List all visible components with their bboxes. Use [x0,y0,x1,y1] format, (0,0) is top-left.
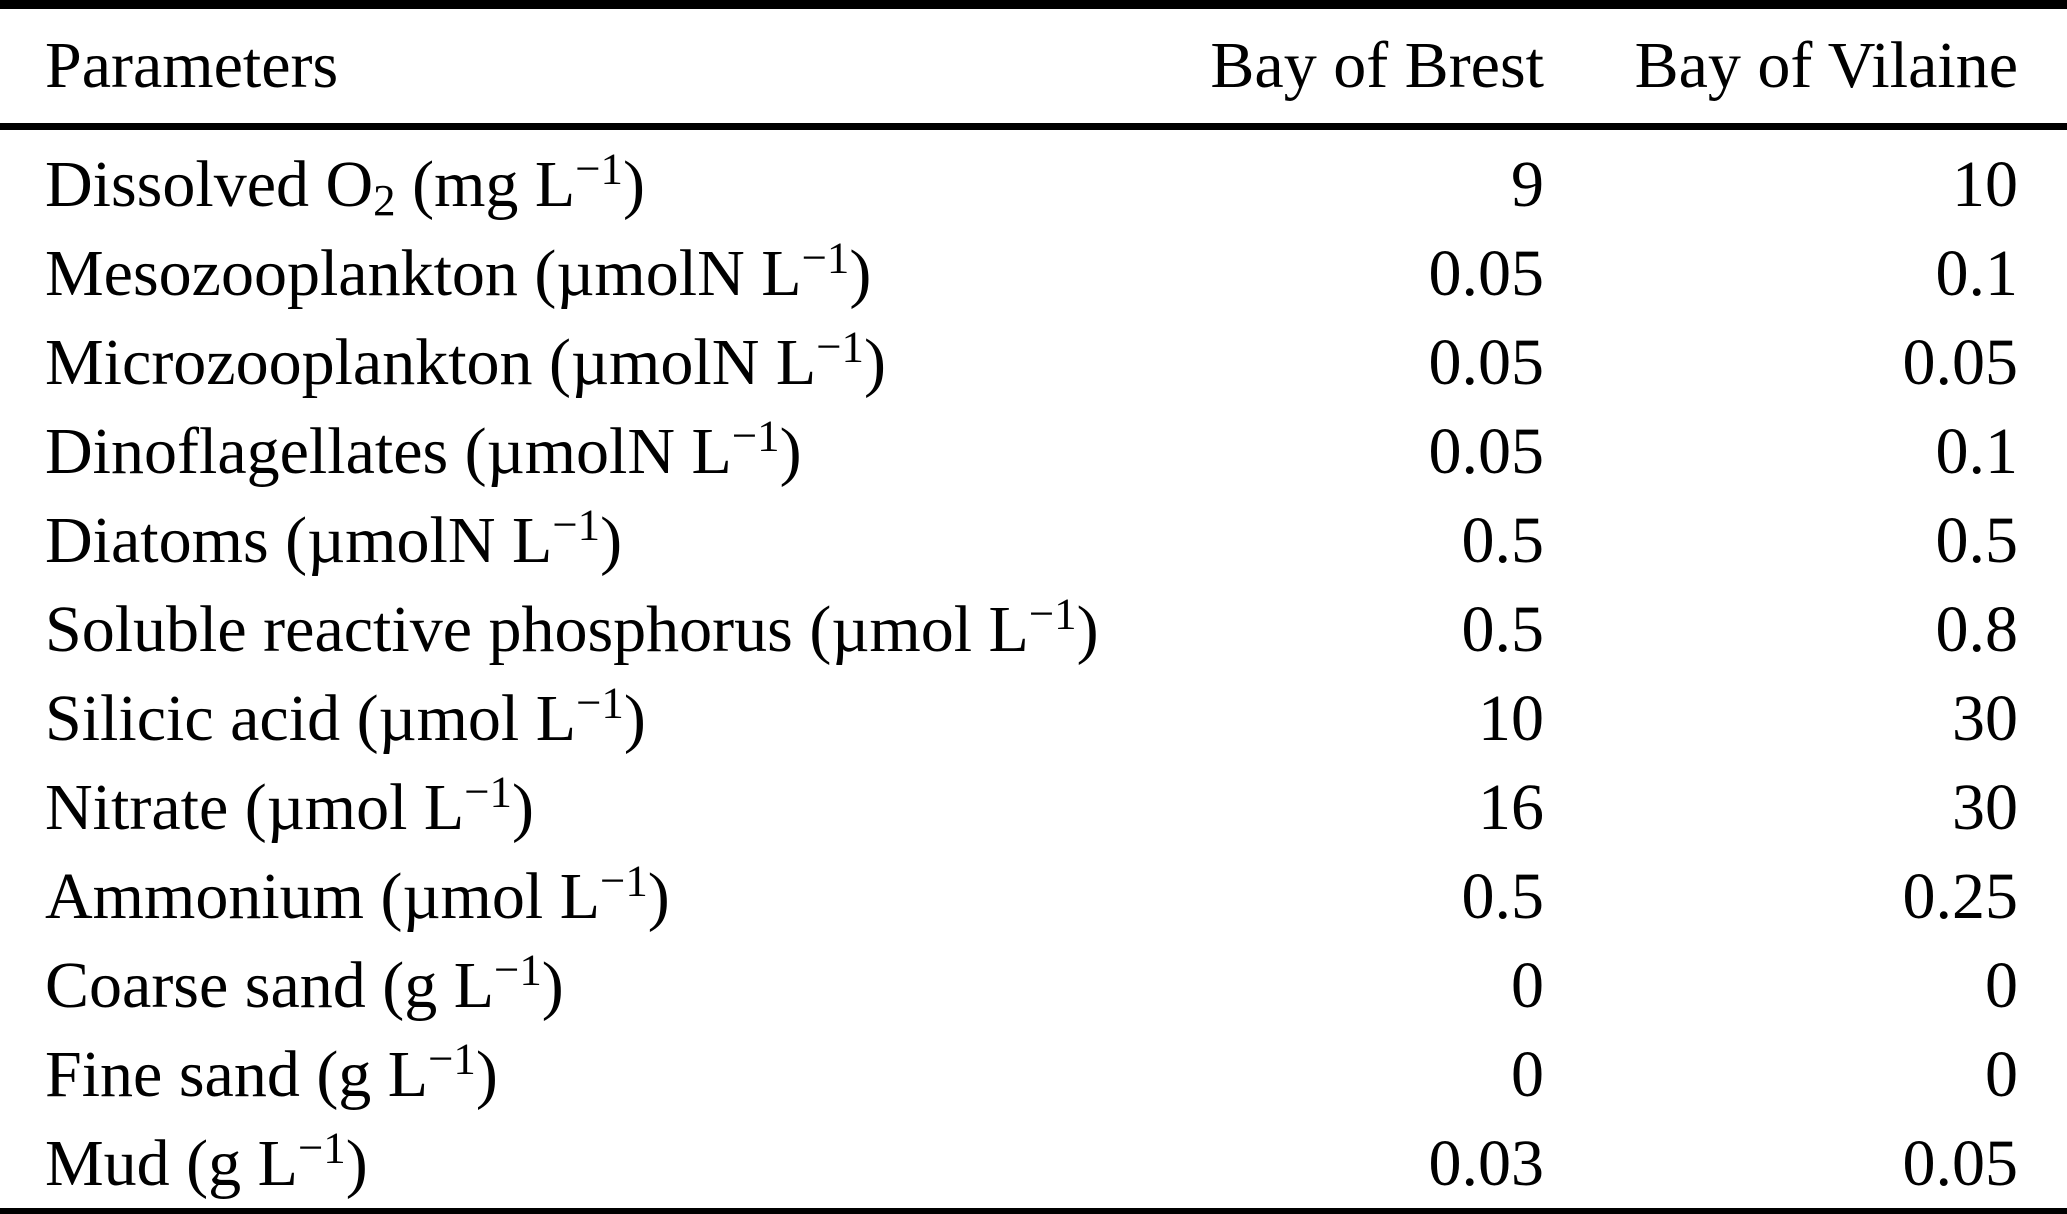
header-row: Parameters Bay of Brest Bay of Vilaine [0,4,2067,130]
table-row: Soluble reactive phosphorus (µmol L−1) 0.… [0,585,2067,674]
bay-of-brest-value: 0 [1511,1037,1544,1111]
bay-of-vilaine-value: 0.05 [1902,1126,2019,1200]
bay-of-brest-value: 10 [1478,681,1544,755]
parameter-label: Dissolved O2 (mg L−1) [45,143,645,225]
superscript: −1 [816,321,864,372]
bay-of-vilaine-value: 0.1 [1935,414,2019,488]
table-row: Dinoflagellates (µmolN L−1) 0.05 0.1 [0,407,2067,496]
bay-of-brest-value: 0.05 [1428,236,1545,310]
col-header-bay-of-brest: Bay of Brest [1100,4,1544,130]
parameter-label: Silicic acid (µmol L−1) [45,677,646,755]
bay-of-vilaine-value: 0 [1985,948,2018,1022]
table-header: Parameters Bay of Brest Bay of Vilaine [0,4,2067,130]
table-row: Diatoms (µmolN L−1) 0.5 0.5 [0,496,2067,585]
bay-of-brest-value: 0.05 [1428,414,1545,488]
bay-of-vilaine-value: 0.1 [1935,236,2019,310]
bay-of-brest-value: 0 [1511,948,1544,1022]
superscript: −1 [428,1033,476,1084]
bay-of-vilaine-value: 0.05 [1902,325,2019,399]
superscript: −1 [731,410,780,461]
superscript: −1 [552,499,601,550]
bay-of-vilaine-value: 0.8 [1935,592,2019,666]
subscript: 2 [373,174,396,225]
table-row: Nitrate (µmol L−1) 16 30 [0,763,2067,852]
parameter-label: Diatoms (µmolN L−1) [45,499,623,577]
parameter-label: Nitrate (µmol L−1) [45,766,534,844]
superscript: −1 [600,855,648,906]
table-row: Ammonium (µmol L−1) 0.5 0.25 [0,852,2067,941]
superscript: −1 [576,677,624,728]
table-row: Silicic acid (µmol L−1) 10 30 [0,674,2067,763]
bay-of-brest-value: 0.05 [1428,325,1545,399]
superscript: −1 [297,1122,346,1173]
superscript: −1 [464,766,512,817]
parameter-label: Fine sand (g L−1) [45,1033,498,1111]
superscript: −1 [1028,588,1077,639]
bay-of-brest-value: 9 [1511,147,1544,221]
bay-of-vilaine-value: 0.25 [1902,859,2019,933]
bay-of-brest-value: 0.5 [1461,859,1545,933]
bay-of-brest-value: 0.5 [1461,592,1545,666]
parameter-label: Microzooplankton (µmolN L−1) [45,321,886,399]
bay-of-vilaine-value: 0 [1985,1037,2018,1111]
table-row: Mesozooplankton (µmolN L−1) 0.05 0.1 [0,229,2067,318]
parameter-label: Soluble reactive phosphorus (µmol L−1) [45,588,1099,666]
table-body: Dissolved O2 (mg L−1) 9 10 Mesozooplankton … [0,127,2067,1213]
col-header-bay-of-vilaine: Bay of Vilaine [1544,4,2067,130]
parameter-label: Mud (g L−1) [45,1122,368,1200]
col-header-parameters: Parameters [0,4,1100,130]
table-row: Coarse sand (g L−1) 0 0 [0,941,2067,1030]
table-row: Mud (g L−1) 0.03 0.05 [0,1119,2067,1213]
bay-of-brest-value: 16 [1478,770,1544,844]
parameter-label: Coarse sand (g L−1) [45,944,564,1022]
superscript: −1 [494,944,542,995]
parameter-label: Dinoflagellates (µmolN L−1) [45,410,802,488]
table-row: Microzooplankton (µmolN L−1) 0.05 0.05 [0,318,2067,407]
bay-of-brest-value: 0.03 [1428,1126,1545,1200]
bay-of-brest-value: 0.5 [1461,503,1545,577]
bay-of-vilaine-value: 30 [1952,681,2018,755]
bay-of-vilaine-value: 30 [1952,770,2018,844]
bay-of-vilaine-value: 10 [1952,147,2018,221]
parameter-label: Ammonium (µmol L−1) [45,855,670,933]
table-row: Fine sand (g L−1) 0 0 [0,1030,2067,1119]
bay-of-vilaine-value: 0.5 [1935,503,2019,577]
parameter-label: Mesozooplankton (µmolN L−1) [45,232,872,310]
superscript: −1 [801,232,850,283]
superscript: −1 [575,143,623,194]
table-row: Dissolved O2 (mg L−1) 9 10 [0,127,2067,230]
